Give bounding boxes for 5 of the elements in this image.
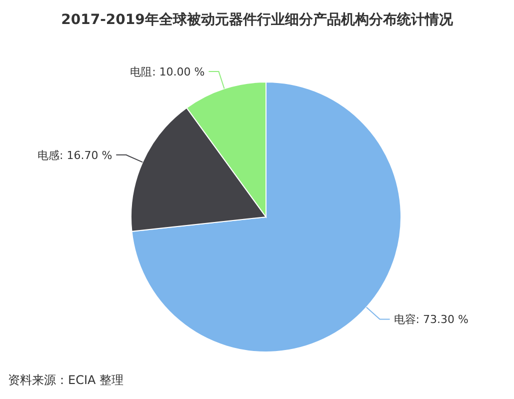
text: 资料来源：ECIA 整理 — [8, 373, 124, 387]
slice-label: 电容: 73.30 % — [394, 313, 468, 326]
slice-label: 电感: 16.70 % — [38, 148, 112, 162]
slice-label: 电阻: 10.00 % — [130, 65, 205, 78]
chart-title: 2017-2019年全球被动元器件行业细分产品机构分布统计情况 — [61, 11, 454, 28]
